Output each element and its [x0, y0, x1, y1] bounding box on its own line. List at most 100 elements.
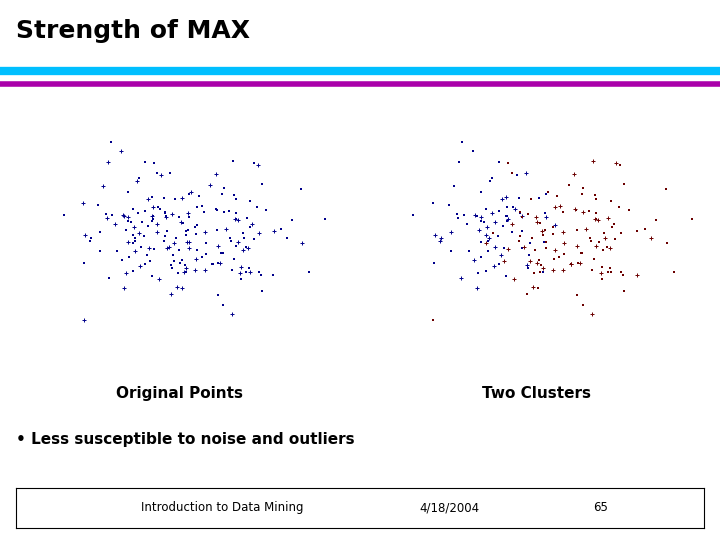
Point	[127, 267, 139, 275]
Point	[153, 275, 165, 284]
Point	[228, 255, 240, 264]
Point	[606, 223, 617, 232]
Point	[286, 216, 297, 225]
Point	[482, 247, 494, 256]
Point	[603, 213, 614, 222]
Point	[166, 289, 177, 298]
Point	[508, 203, 519, 212]
Point	[199, 249, 211, 258]
Point	[253, 229, 265, 238]
Point	[445, 247, 456, 255]
Point	[276, 225, 287, 234]
Point	[174, 213, 185, 221]
Point	[197, 202, 208, 211]
Point	[574, 259, 585, 267]
Point	[610, 235, 621, 244]
Point	[535, 268, 546, 276]
Point	[230, 195, 242, 204]
Point	[145, 212, 157, 220]
Point	[571, 291, 582, 300]
Point	[407, 211, 418, 219]
Point	[228, 191, 240, 199]
Point	[434, 237, 446, 246]
Point	[206, 259, 217, 268]
Point	[536, 261, 547, 269]
Point	[495, 251, 507, 259]
Point	[548, 230, 559, 238]
Point	[120, 226, 132, 234]
Point	[246, 219, 258, 228]
Point	[506, 227, 518, 236]
Point	[502, 214, 513, 223]
Point	[469, 255, 480, 264]
Point	[199, 266, 211, 274]
Point	[464, 246, 475, 255]
Point	[215, 259, 226, 267]
Point	[159, 232, 171, 241]
Point	[147, 212, 158, 220]
Point	[523, 257, 535, 266]
Text: Introduction to Data Mining: Introduction to Data Mining	[141, 501, 304, 515]
Point	[218, 183, 230, 192]
Point	[589, 191, 600, 199]
Point	[78, 259, 90, 268]
Point	[130, 237, 141, 246]
Point	[212, 259, 224, 267]
Point	[210, 205, 221, 213]
Point	[147, 217, 158, 225]
Point	[102, 157, 114, 166]
Point	[120, 269, 131, 278]
Point	[645, 234, 657, 242]
Point	[211, 206, 222, 215]
Point	[112, 246, 123, 255]
Point	[588, 157, 599, 166]
Point	[78, 316, 89, 325]
Point	[540, 212, 552, 221]
Point	[235, 262, 247, 271]
Point	[492, 232, 504, 240]
Point	[565, 259, 577, 268]
Point	[604, 243, 616, 252]
Point	[143, 195, 154, 204]
Point	[528, 282, 539, 291]
Point	[122, 213, 134, 221]
Point	[586, 266, 598, 275]
Point	[516, 212, 528, 220]
Point	[497, 221, 508, 230]
Point	[179, 261, 190, 269]
Point	[540, 244, 552, 252]
Point	[168, 257, 179, 266]
Point	[148, 214, 159, 223]
Point	[97, 182, 109, 191]
Text: 4/18/2004: 4/18/2004	[420, 501, 480, 515]
Point	[256, 286, 268, 295]
Point	[181, 264, 192, 273]
Point	[590, 208, 602, 217]
Point	[225, 237, 236, 246]
Point	[146, 272, 158, 280]
Point	[181, 231, 192, 240]
Point	[436, 233, 447, 242]
Point	[161, 212, 172, 221]
Point	[493, 158, 505, 166]
Point	[534, 194, 545, 202]
Point	[454, 157, 465, 166]
Point	[608, 219, 620, 228]
Point	[577, 183, 589, 192]
Point	[148, 158, 159, 167]
Point	[631, 271, 642, 279]
Point	[595, 268, 607, 277]
Point	[240, 267, 252, 276]
Point	[132, 208, 144, 217]
Text: Original Points: Original Points	[117, 386, 243, 401]
Point	[531, 258, 543, 267]
Point	[182, 208, 194, 217]
Point	[139, 158, 150, 166]
Point	[295, 184, 307, 193]
Point	[181, 238, 193, 246]
Point	[606, 268, 617, 277]
Point	[498, 256, 510, 265]
Point	[161, 212, 172, 220]
Point	[428, 259, 439, 268]
Point	[547, 222, 559, 231]
